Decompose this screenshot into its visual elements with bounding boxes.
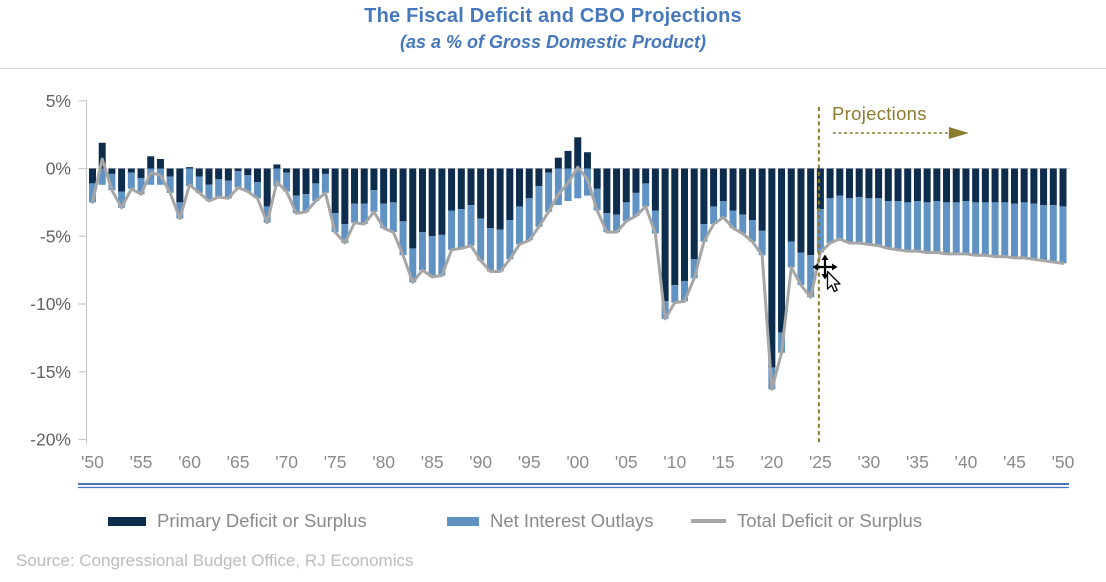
net-interest-swatch — [447, 516, 479, 526]
legend-label-primary: Primary Deficit or Surplus — [157, 510, 367, 531]
svg-text:'90: '90 — [469, 452, 492, 472]
primary-deficit-swatch — [108, 516, 146, 526]
svg-text:-15%: -15% — [30, 362, 71, 382]
svg-text:'65: '65 — [227, 452, 250, 472]
svg-text:'50: '50 — [81, 452, 104, 472]
svg-text:'45: '45 — [1003, 452, 1026, 472]
svg-text:-20%: -20% — [30, 430, 71, 450]
svg-text:'05: '05 — [615, 452, 638, 472]
arrow-pointer-icon — [826, 270, 841, 293]
svg-text:'40: '40 — [955, 452, 978, 472]
svg-text:'50: '50 — [1052, 452, 1075, 472]
svg-text:'75: '75 — [324, 452, 347, 472]
svg-text:'20: '20 — [760, 452, 783, 472]
svg-text:'60: '60 — [178, 452, 201, 472]
chart-title: The Fiscal Deficit and CBO Projections — [364, 5, 742, 27]
svg-text:5%: 5% — [46, 91, 71, 111]
svg-text:'25: '25 — [809, 452, 832, 472]
source-attribution: Source: Congressional Budget Office, RJ … — [16, 551, 414, 570]
svg-text:'80: '80 — [372, 452, 395, 472]
svg-text:'35: '35 — [906, 452, 929, 472]
svg-text:-5%: -5% — [40, 226, 71, 246]
svg-text:'70: '70 — [275, 452, 298, 472]
chart-header: The Fiscal Deficit and CBO Projections (… — [0, 5, 1106, 53]
svg-text:'10: '10 — [663, 452, 686, 472]
legend-label-interest: Net Interest Outlays — [490, 510, 654, 531]
svg-text:'15: '15 — [712, 452, 735, 472]
header-divider — [0, 68, 1106, 69]
legend-item-interest: Net Interest Outlays — [447, 506, 653, 536]
legend: Primary Deficit or Surplus Net Interest … — [0, 506, 1106, 536]
legend-label-total: Total Deficit or Surplus — [737, 510, 923, 531]
chart-subtitle: (as a % of Gross Domestic Product) — [399, 32, 707, 52]
legend-item-primary: Primary Deficit or Surplus — [108, 506, 367, 536]
svg-text:'85: '85 — [421, 452, 444, 472]
move-cursor-icon — [812, 254, 838, 280]
svg-text:'30: '30 — [857, 452, 880, 472]
svg-text:-10%: -10% — [30, 294, 71, 314]
projections-annotation-label: Projections — [832, 103, 927, 124]
mouse-cursor-layer — [812, 254, 841, 293]
svg-text:'00: '00 — [566, 452, 589, 472]
svg-text:'55: '55 — [130, 452, 153, 472]
total-line-swatch — [691, 519, 726, 523]
legend-item-total: Total Deficit or Surplus — [691, 506, 922, 536]
svg-text:'95: '95 — [518, 452, 541, 472]
svg-text:0%: 0% — [46, 159, 71, 179]
